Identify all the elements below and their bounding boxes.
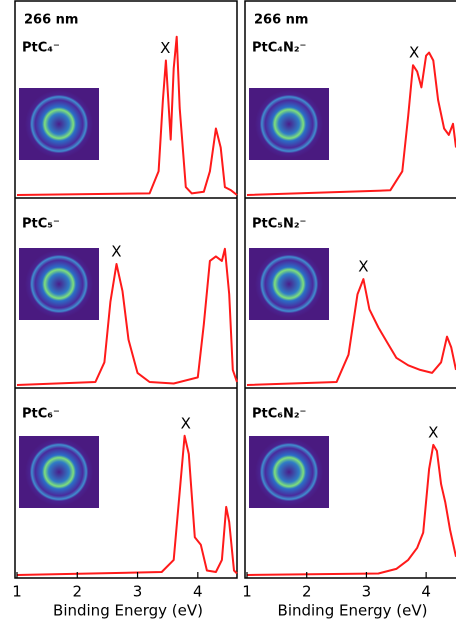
peak-label: X xyxy=(428,423,438,441)
x-tick-label: 3 xyxy=(362,583,372,601)
inset-rings xyxy=(255,438,323,506)
inset-rings xyxy=(255,90,323,158)
species-label: PtC₄N₂⁻ xyxy=(252,41,306,56)
inset-rings xyxy=(25,250,93,318)
x-axis-label: Binding Energy (eV) xyxy=(53,602,203,620)
x-tick-label: 1 xyxy=(12,583,22,601)
peak-label: X xyxy=(160,39,170,57)
species-label: PtC₆N₂⁻ xyxy=(252,407,306,422)
inset-rings xyxy=(25,438,93,506)
x-tick-label: 1 xyxy=(242,583,252,601)
figure: 266 nmPtC₄⁻XPtC₅⁻XPtC₆⁻X1234Binding Ener… xyxy=(0,0,456,621)
species-label: PtC₅N₂⁻ xyxy=(252,217,306,232)
x-axis-label: Binding Energy (eV) xyxy=(278,602,428,620)
x-tick-label: 2 xyxy=(73,583,83,601)
x-tick-label: 2 xyxy=(302,583,312,601)
inset-rings xyxy=(255,250,323,318)
species-label: PtC₅⁻ xyxy=(22,217,60,232)
x-tick-label: 4 xyxy=(193,583,203,601)
species-label: PtC₆⁻ xyxy=(22,407,60,422)
inset-rings xyxy=(25,90,93,158)
peak-label: X xyxy=(111,242,121,260)
wavelength-label: 266 nm xyxy=(24,13,78,28)
peak-label: X xyxy=(358,258,368,276)
peak-label: X xyxy=(409,44,419,62)
species-label: PtC₄⁻ xyxy=(22,41,60,56)
wavelength-label: 266 nm xyxy=(254,13,308,28)
x-tick-label: 3 xyxy=(133,583,143,601)
x-tick-label: 4 xyxy=(421,583,431,601)
peak-label: X xyxy=(181,414,191,432)
